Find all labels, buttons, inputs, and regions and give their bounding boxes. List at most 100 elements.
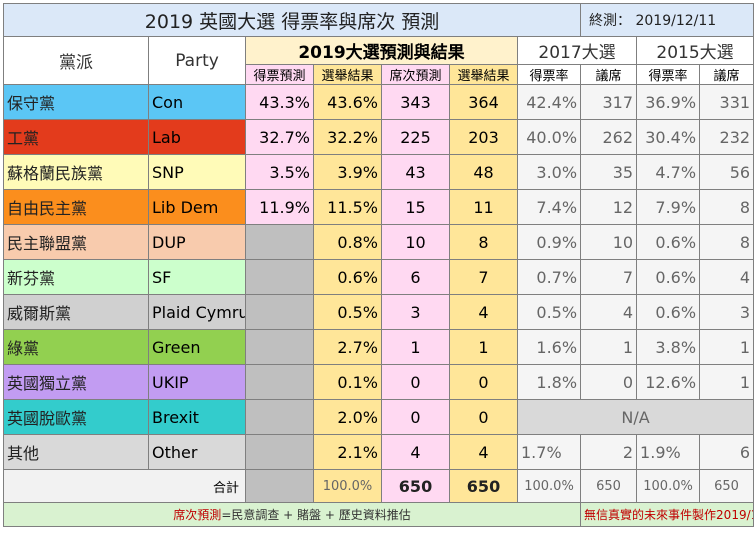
- party-name-en: Lib Dem: [148, 189, 246, 225]
- vote-2015: 4.7%: [636, 154, 701, 190]
- vote-2015: 0.6%: [636, 224, 701, 260]
- seats-2015: 6: [699, 434, 755, 470]
- vote-2017: 3.0%: [516, 154, 582, 190]
- table-row: 工黨 Lab 32.7% 32.2% 225 203 40.0% 262 30.…: [3, 119, 755, 155]
- header-vote-2015: 得票率: [636, 64, 701, 85]
- vote-2015: 0.6%: [636, 259, 701, 295]
- footer-row: 席次預測=民意調查 + 賭盤 + 歷史資料推估 無信真實的未來事件製作2019/…: [2, 502, 755, 527]
- header-row-1: 黨派 Party 2019大選預測與結果 2017大選 2015大選: [3, 36, 755, 85]
- party-name-zh: 綠黨: [3, 329, 149, 365]
- total-seat-pred: 650: [381, 469, 450, 503]
- total-vote-2015: 100.0%: [636, 469, 701, 503]
- header-seats-2017: 議席: [580, 64, 638, 85]
- seats-2017: 10: [580, 224, 638, 260]
- seat-prediction: 225: [381, 119, 450, 155]
- vote-2017: 1.7%: [516, 434, 582, 470]
- history-na: N/A: [516, 399, 755, 435]
- table-row: 其他 Other 2.1% 4 4 1.7% 2 1.9% 6: [3, 434, 755, 470]
- party-name-en: Other: [148, 434, 246, 470]
- vote-prediction: 43.3%: [245, 84, 314, 120]
- party-name-en: SNP: [148, 154, 246, 190]
- party-name-en: SF: [148, 259, 246, 295]
- vote-result: 2.7%: [313, 329, 382, 365]
- total-vote-2017: 100.0%: [516, 469, 582, 503]
- total-vote-result: 100.0%: [313, 469, 382, 503]
- seats-2017: 317: [580, 84, 638, 120]
- seats-2017: 0: [580, 364, 638, 400]
- footer-note: 席次預測=民意調查 + 賭盤 + 歷史資料推估: [2, 502, 582, 527]
- party-name-zh: 蘇格蘭民族黨: [3, 154, 149, 190]
- header-2017: 2017大選: [516, 36, 638, 65]
- party-name-zh: 威爾斯黨: [3, 294, 149, 330]
- vote-2015: 0.6%: [636, 294, 701, 330]
- table-row: 自由民主黨 Lib Dem 11.9% 11.5% 15 11 7.4% 12 …: [3, 189, 755, 225]
- vote-prediction-empty: [245, 399, 314, 435]
- vote-prediction: 32.7%: [245, 119, 314, 155]
- seat-prediction: 10: [381, 224, 450, 260]
- total-vote-pred-empty: [245, 469, 314, 503]
- party-name-zh: 英國獨立黨: [3, 364, 149, 400]
- seat-result: 4: [449, 434, 518, 470]
- vote-prediction: 3.5%: [245, 154, 314, 190]
- seat-prediction: 3: [381, 294, 450, 330]
- vote-2017: 0.5%: [516, 294, 582, 330]
- vote-prediction-empty: [245, 259, 314, 295]
- seats-2015: 1: [699, 329, 755, 365]
- party-name-zh: 新芬黨: [3, 259, 149, 295]
- seats-2017: 4: [580, 294, 638, 330]
- vote-2015: 30.4%: [636, 119, 701, 155]
- header-2019: 2019大選預測與結果: [245, 36, 518, 65]
- seat-prediction: 1: [381, 329, 450, 365]
- vote-2017: 0.9%: [516, 224, 582, 260]
- header-seat-result: 選舉結果: [449, 64, 518, 85]
- party-name-en: Con: [148, 84, 246, 120]
- vote-result: 0.1%: [313, 364, 382, 400]
- seats-2017: 262: [580, 119, 638, 155]
- party-name-zh: 其他: [3, 434, 149, 470]
- header-seat-pred: 席次預測: [381, 64, 450, 85]
- vote-result: 2.1%: [313, 434, 382, 470]
- party-name-en: UKIP: [148, 364, 246, 400]
- vote-2017: 7.4%: [516, 189, 582, 225]
- header-2015: 2015大選: [636, 36, 755, 65]
- party-name-en: Lab: [148, 119, 246, 155]
- seat-result: 0: [449, 364, 518, 400]
- total-seats-2017: 650: [580, 469, 638, 503]
- table-row: 保守黨 Con 43.3% 43.6% 343 364 42.4% 317 36…: [3, 84, 755, 120]
- seats-2015: 3: [699, 294, 755, 330]
- vote-2015: 3.8%: [636, 329, 701, 365]
- forecast-table: 2019 英國大選 得票率與席次 預測 終測： 2019/12/11 黨派 Pa…: [2, 3, 755, 527]
- footer-seat-pred: 席次預測: [173, 508, 222, 522]
- seat-result: 7: [449, 259, 518, 295]
- party-name-zh: 民主聯盟黨: [3, 224, 149, 260]
- header-row-2: 得票預測 選舉結果 席次預測 選舉結果 得票率 議席 得票率 議席: [4, 64, 755, 85]
- vote-2017: 0.7%: [516, 259, 582, 295]
- total-row: 合計 100.0% 650 650 100.0% 650 100.0% 650: [3, 469, 755, 503]
- header-party-en: Party: [148, 36, 246, 85]
- seats-2017: 7: [580, 259, 638, 295]
- vote-2017: 42.4%: [516, 84, 582, 120]
- seats-2017: 35: [580, 154, 638, 190]
- seat-prediction: 43: [381, 154, 450, 190]
- seat-prediction: 0: [381, 364, 450, 400]
- vote-prediction-empty: [245, 329, 314, 365]
- header-party-zh: 黨派: [3, 36, 149, 85]
- seat-result: 203: [449, 119, 518, 155]
- seat-prediction: 6: [381, 259, 450, 295]
- party-name-zh: 英國脫歐黨: [3, 399, 149, 435]
- vote-result: 43.6%: [313, 84, 382, 120]
- table-row: 蘇格蘭民族黨 SNP 3.5% 3.9% 43 48 3.0% 35 4.7% …: [3, 154, 755, 190]
- seat-prediction: 4: [381, 434, 450, 470]
- seat-result: 4: [449, 294, 518, 330]
- header-seats-2015: 議席: [699, 64, 755, 85]
- vote-result: 32.2%: [313, 119, 382, 155]
- footer-credit: 無信真實的未來事件製作2019/11: [580, 502, 755, 527]
- vote-2015: 36.9%: [636, 84, 701, 120]
- header-vote-2017: 得票率: [516, 64, 582, 85]
- vote-2015: 1.9%: [636, 434, 701, 470]
- party-name-en: Brexit: [148, 399, 246, 435]
- vote-prediction-empty: [245, 224, 314, 260]
- vote-prediction-empty: [245, 294, 314, 330]
- seats-2017: 2: [580, 434, 638, 470]
- seats-2017: 12: [580, 189, 638, 225]
